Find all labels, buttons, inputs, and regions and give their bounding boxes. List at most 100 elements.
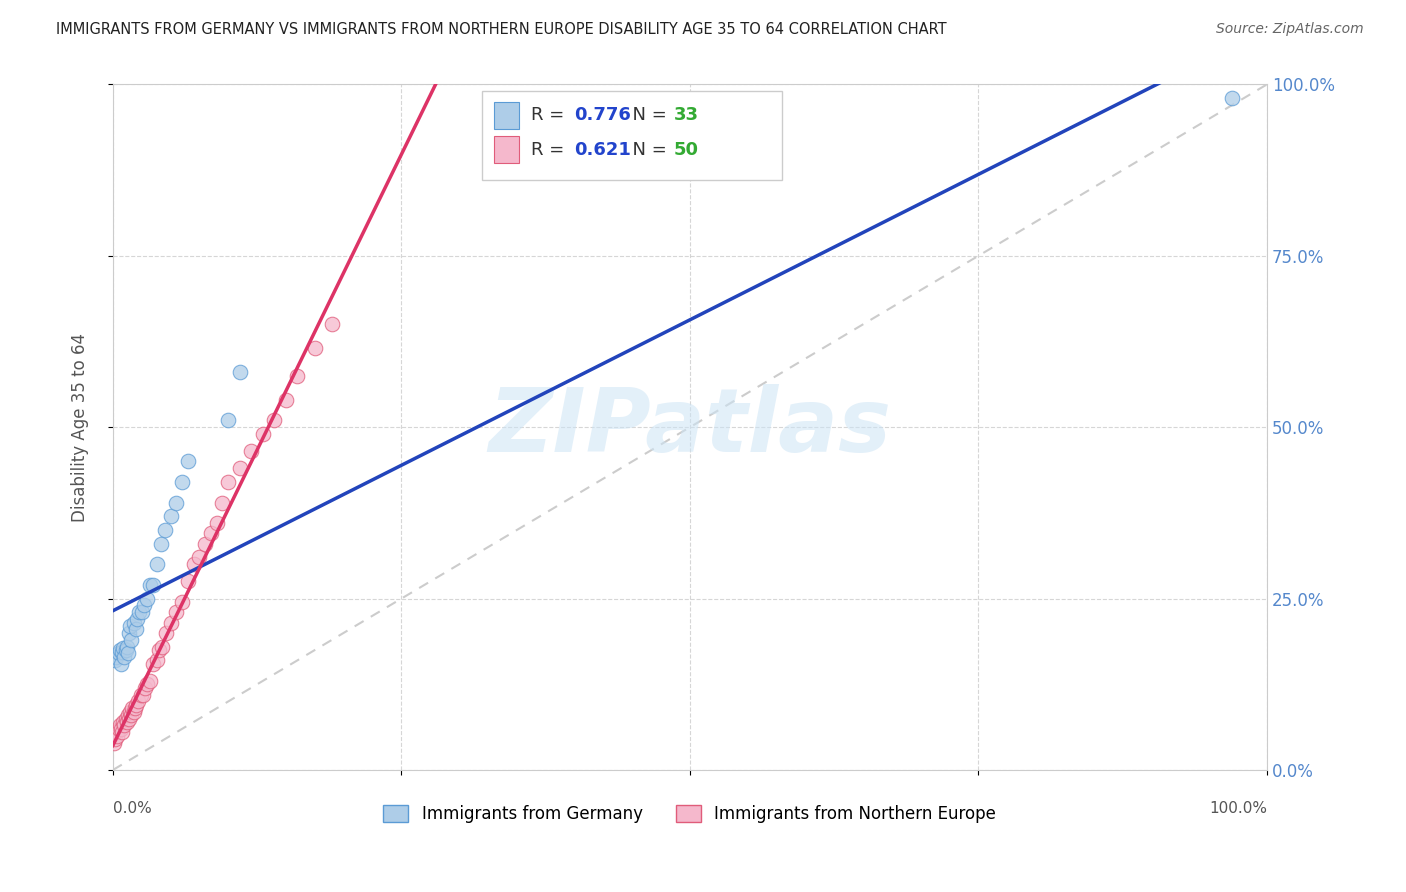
Point xyxy=(194,537,217,551)
FancyBboxPatch shape xyxy=(494,136,519,163)
Point xyxy=(125,698,148,712)
Point xyxy=(120,632,142,647)
Point xyxy=(136,591,159,606)
Text: N =: N = xyxy=(620,106,672,124)
FancyBboxPatch shape xyxy=(494,102,519,129)
Point xyxy=(188,550,211,565)
Point xyxy=(159,509,181,524)
Point xyxy=(107,722,129,736)
Point xyxy=(118,712,141,726)
Point xyxy=(104,732,127,747)
Point xyxy=(120,619,142,633)
Point xyxy=(131,605,153,619)
Point xyxy=(127,694,149,708)
Point xyxy=(274,392,297,407)
Point xyxy=(287,368,309,383)
Point xyxy=(111,645,134,659)
Text: 50: 50 xyxy=(673,141,699,159)
Point xyxy=(177,454,200,468)
Text: R =: R = xyxy=(530,106,569,124)
Point xyxy=(229,365,252,379)
Point xyxy=(139,673,162,688)
Point xyxy=(112,718,135,732)
FancyBboxPatch shape xyxy=(482,91,782,180)
Point xyxy=(183,558,205,572)
Point xyxy=(122,705,145,719)
Point xyxy=(117,708,139,723)
Point xyxy=(121,701,143,715)
Legend: Immigrants from Germany, Immigrants from Northern Europe: Immigrants from Germany, Immigrants from… xyxy=(384,805,997,823)
Point xyxy=(150,537,173,551)
Point xyxy=(145,653,167,667)
Point xyxy=(129,688,152,702)
Point xyxy=(105,649,128,664)
Point xyxy=(217,413,239,427)
Point xyxy=(134,681,156,695)
Point xyxy=(112,649,135,664)
Point xyxy=(145,558,167,572)
Point xyxy=(139,578,162,592)
Point xyxy=(124,701,146,715)
Point xyxy=(114,643,136,657)
Point xyxy=(108,718,131,732)
Point xyxy=(132,599,155,613)
Text: IMMIGRANTS FROM GERMANY VS IMMIGRANTS FROM NORTHERN EUROPE DISABILITY AGE 35 TO : IMMIGRANTS FROM GERMANY VS IMMIGRANTS FR… xyxy=(56,22,946,37)
Point xyxy=(117,647,139,661)
Point xyxy=(304,342,326,356)
Text: 33: 33 xyxy=(673,106,699,124)
Point xyxy=(110,657,132,671)
Point xyxy=(321,318,343,332)
Point xyxy=(155,626,177,640)
Point xyxy=(1220,91,1243,105)
Point xyxy=(177,574,200,589)
Point xyxy=(200,526,222,541)
Point xyxy=(115,714,138,729)
Point xyxy=(217,475,239,489)
Point xyxy=(107,647,129,661)
Point xyxy=(110,722,132,736)
Point xyxy=(132,688,155,702)
Point xyxy=(115,640,138,654)
Text: ZIPatlas: ZIPatlas xyxy=(488,384,891,471)
Point xyxy=(104,653,127,667)
Text: Source: ZipAtlas.com: Source: ZipAtlas.com xyxy=(1216,22,1364,37)
Point xyxy=(120,705,142,719)
Point xyxy=(120,708,142,723)
Point xyxy=(105,725,128,739)
Point xyxy=(165,605,187,619)
Point xyxy=(148,643,170,657)
Text: 0.776: 0.776 xyxy=(575,106,631,124)
Text: 0.0%: 0.0% xyxy=(112,801,152,816)
Text: R =: R = xyxy=(530,141,569,159)
Point xyxy=(165,495,187,509)
Point xyxy=(103,735,125,749)
Text: N =: N = xyxy=(620,141,672,159)
Point xyxy=(142,657,165,671)
Point xyxy=(112,640,135,655)
Point xyxy=(152,640,174,654)
Point xyxy=(114,712,136,726)
Point xyxy=(211,495,233,509)
Point xyxy=(172,475,194,489)
Point xyxy=(122,615,145,630)
Point xyxy=(118,626,141,640)
Point xyxy=(240,444,263,458)
Text: 100.0%: 100.0% xyxy=(1209,801,1267,816)
Point xyxy=(108,643,131,657)
Point xyxy=(127,612,149,626)
Point xyxy=(159,615,181,630)
Point xyxy=(125,623,148,637)
Y-axis label: Disability Age 35 to 64: Disability Age 35 to 64 xyxy=(72,333,89,522)
Point xyxy=(128,605,150,619)
Point xyxy=(107,729,129,743)
Point xyxy=(112,714,135,729)
Point xyxy=(172,595,194,609)
Point xyxy=(252,427,274,442)
Point xyxy=(111,725,134,739)
Point xyxy=(153,523,176,537)
Point xyxy=(136,677,159,691)
Point xyxy=(263,413,285,427)
Point xyxy=(142,578,165,592)
Point xyxy=(205,516,228,531)
Point xyxy=(229,461,252,475)
